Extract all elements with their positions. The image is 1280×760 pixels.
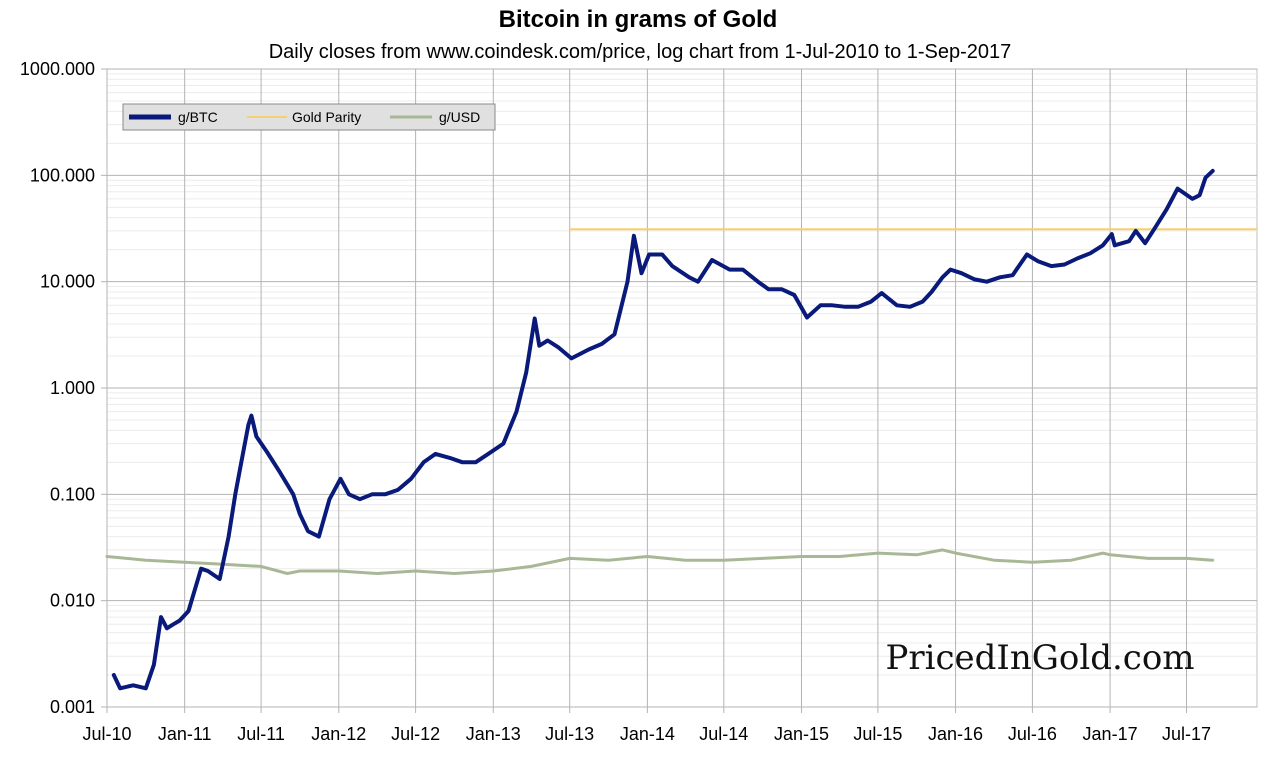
x-tick-label: Jan-13 [466, 724, 521, 744]
x-tick-label: Jul-14 [699, 724, 748, 744]
y-axis-ticks: 0.001 0.010 0.100 1.000 10.000 100.000 1000.00… [20, 59, 107, 717]
x-axis-ticks: Jul-10 Jan-11 Jul-11 Jan-12 Jul-12 Jan-13 Jul-… [82, 707, 1211, 744]
x-tick-label: Jul-12 [391, 724, 440, 744]
x-tick-label: Jan-15 [774, 724, 829, 744]
legend: g/BTC Gold Parity g/USD [122, 103, 496, 131]
legend-label-gold-parity: Gold Parity [292, 109, 361, 125]
legend-label-gusd: g/USD [439, 109, 480, 125]
x-tick-label: Jul-16 [1008, 724, 1057, 744]
chart-title: Bitcoin in grams of Gold [499, 6, 778, 33]
series-line-gusd [105, 548, 1215, 575]
x-tick-label: Jul-15 [853, 724, 902, 744]
x-tick-label: Jan-12 [311, 724, 366, 744]
legend-label-gbtc: g/BTC [178, 109, 218, 125]
major-gridlines [106, 68, 1257, 708]
y-tick-label: 0.001 [50, 697, 95, 717]
minor-gridlines [107, 73, 1257, 676]
x-tick-label: Jul-17 [1162, 724, 1211, 744]
y-tick-label: 10.000 [40, 272, 95, 292]
y-tick-label: 1000.000 [20, 59, 95, 79]
y-tick-label: 0.100 [50, 484, 95, 504]
x-tick-label: Jul-11 [237, 724, 285, 744]
y-tick-label: 0.010 [50, 591, 95, 611]
x-tick-label: Jan-11 [158, 724, 212, 744]
legend-box [122, 103, 496, 131]
chart-subtitle: Daily closes from www.coindesk.com/price… [269, 41, 1012, 63]
x-tick-label: Jan-14 [620, 724, 675, 744]
series-layer [105, 168, 1258, 691]
x-tick-label: Jul-13 [545, 724, 594, 744]
y-tick-label: 100.000 [30, 165, 95, 185]
x-tick-label: Jan-17 [1083, 724, 1138, 744]
x-tick-label: Jul-10 [82, 724, 131, 744]
series-line-gbtc [111, 168, 1215, 691]
x-tick-label: Jan-16 [928, 724, 983, 744]
y-tick-label: 1.000 [50, 378, 95, 398]
watermark-text: PricedInGold.com [885, 638, 1194, 678]
